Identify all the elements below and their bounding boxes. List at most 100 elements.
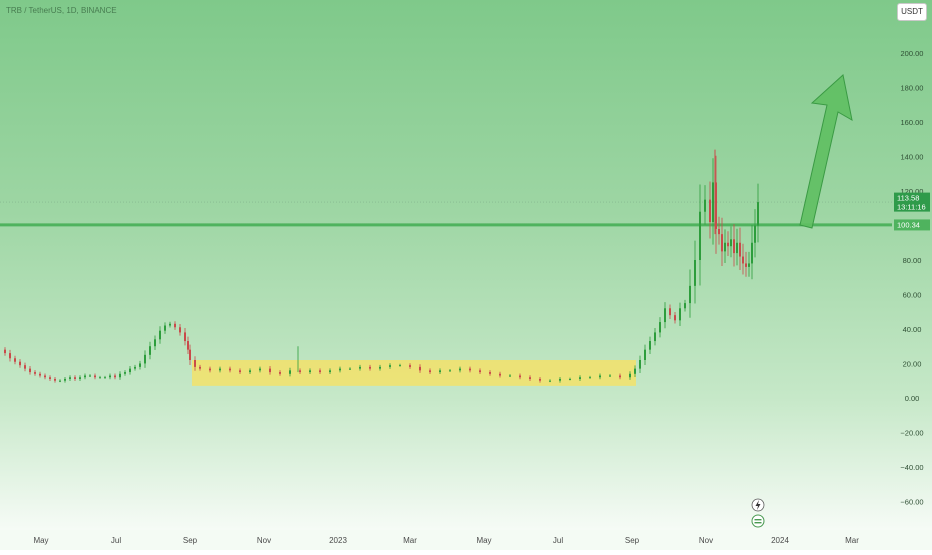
candle-body bbox=[579, 377, 581, 379]
x-tick-label: May bbox=[33, 536, 48, 545]
candle-body bbox=[189, 349, 191, 360]
candle-body bbox=[639, 360, 641, 369]
candle-body bbox=[684, 303, 686, 309]
candle-body bbox=[509, 375, 511, 377]
x-tick-label: Nov bbox=[699, 536, 713, 545]
y-tick-label: 0.00 bbox=[905, 394, 920, 403]
candle-body bbox=[742, 256, 744, 264]
candle-body bbox=[309, 370, 311, 373]
candle-body bbox=[179, 327, 181, 333]
y-tick-label: 160.00 bbox=[901, 118, 924, 127]
candle-body bbox=[469, 368, 471, 371]
dividend-icon[interactable] bbox=[751, 514, 765, 528]
candle-body bbox=[736, 242, 738, 254]
y-tick-label: 200.00 bbox=[901, 49, 924, 58]
candle-body bbox=[4, 349, 6, 354]
candle-body bbox=[757, 202, 759, 226]
candle-body bbox=[49, 377, 51, 379]
candle-body bbox=[679, 308, 681, 321]
candle-body bbox=[84, 375, 86, 378]
candle-body bbox=[194, 360, 196, 367]
candle-body bbox=[89, 375, 91, 377]
candle-body bbox=[199, 366, 201, 369]
candle-body bbox=[674, 315, 676, 321]
up-arrow-annotation[interactable] bbox=[799, 74, 853, 229]
candle-body bbox=[289, 370, 291, 374]
candle-body bbox=[229, 368, 231, 371]
price-axis[interactable]: 200.00180.00160.00140.00120.00100.0080.0… bbox=[892, 0, 932, 530]
candle-body bbox=[64, 378, 66, 381]
candle-body bbox=[164, 325, 166, 331]
candle-body bbox=[144, 354, 146, 364]
svg-text:100.34: 100.34 bbox=[897, 220, 920, 229]
candle-body bbox=[9, 353, 11, 359]
candle-body bbox=[119, 373, 121, 378]
candle-body bbox=[59, 380, 61, 382]
svg-text:113.58: 113.58 bbox=[897, 194, 919, 203]
candle-body bbox=[599, 375, 601, 378]
candle-body bbox=[712, 182, 714, 223]
candle-body bbox=[644, 349, 646, 360]
candle-body bbox=[609, 375, 611, 377]
y-tick-label: 140.00 bbox=[901, 153, 924, 162]
candle-body bbox=[109, 375, 111, 378]
candle-body bbox=[79, 377, 81, 379]
candle-body bbox=[559, 378, 561, 381]
y-tick-label: −20.00 bbox=[900, 428, 923, 437]
candle-body bbox=[429, 370, 431, 373]
time-axis[interactable]: May Jul Sep Nov 2023 Mar May Jul Sep Nov 2024 Mar bbox=[0, 530, 932, 550]
x-tick-label: Jul bbox=[111, 536, 121, 545]
candle-body bbox=[44, 375, 46, 378]
candle-body bbox=[187, 341, 189, 350]
candle-body bbox=[739, 242, 741, 257]
range-box[interactable] bbox=[192, 360, 636, 386]
candle-body bbox=[659, 322, 661, 333]
candle-body bbox=[129, 368, 131, 373]
lightning-icon[interactable] bbox=[751, 498, 765, 512]
candle-body bbox=[169, 323, 171, 326]
candle-body bbox=[634, 368, 636, 374]
candle-body bbox=[359, 366, 361, 369]
candle-body bbox=[718, 228, 720, 235]
chart-area[interactable]: TRB / TetherUS, 1D, BINANCE bbox=[0, 0, 892, 530]
candle-body bbox=[699, 211, 701, 260]
candle-body bbox=[389, 365, 391, 367]
candle-body bbox=[104, 377, 106, 379]
candle-body bbox=[319, 370, 321, 373]
candle-body bbox=[449, 370, 451, 372]
candle-body bbox=[329, 370, 331, 373]
candle-body bbox=[748, 263, 750, 267]
x-tick-label: Jul bbox=[553, 536, 563, 545]
x-tick-label: Mar bbox=[403, 536, 417, 545]
candle-body bbox=[299, 370, 301, 373]
candle-body bbox=[369, 366, 371, 369]
candle-body bbox=[29, 368, 31, 373]
candle-body bbox=[589, 377, 591, 379]
candle-body bbox=[114, 375, 116, 378]
candle-body bbox=[654, 332, 656, 342]
candle-body bbox=[149, 346, 151, 355]
price-chart[interactable] bbox=[0, 0, 892, 530]
y-tick-label: 180.00 bbox=[901, 84, 924, 93]
candle-body bbox=[694, 260, 696, 286]
candle-body bbox=[24, 365, 26, 369]
candle-body bbox=[159, 330, 161, 340]
y-tick-label: 120.00 bbox=[901, 187, 924, 196]
candle-body bbox=[239, 370, 241, 373]
candle-body bbox=[54, 378, 56, 381]
candle-body bbox=[629, 373, 631, 378]
candle-body bbox=[409, 365, 411, 367]
x-tick-label: Nov bbox=[257, 536, 271, 545]
time-axis-ticks: May Jul Sep Nov 2023 Mar May Jul Sep Nov 2024 Mar bbox=[33, 536, 859, 545]
x-tick-label: 2024 bbox=[771, 536, 789, 545]
candle-body bbox=[14, 358, 16, 362]
candle-body bbox=[34, 372, 36, 374]
candle-body bbox=[249, 370, 251, 373]
currency-button[interactable]: USDT bbox=[897, 3, 927, 21]
candle-body bbox=[124, 372, 126, 374]
candle-body bbox=[94, 375, 96, 378]
candle-body bbox=[184, 332, 186, 342]
candle-body bbox=[727, 242, 729, 247]
x-tick-label: Sep bbox=[625, 536, 640, 545]
